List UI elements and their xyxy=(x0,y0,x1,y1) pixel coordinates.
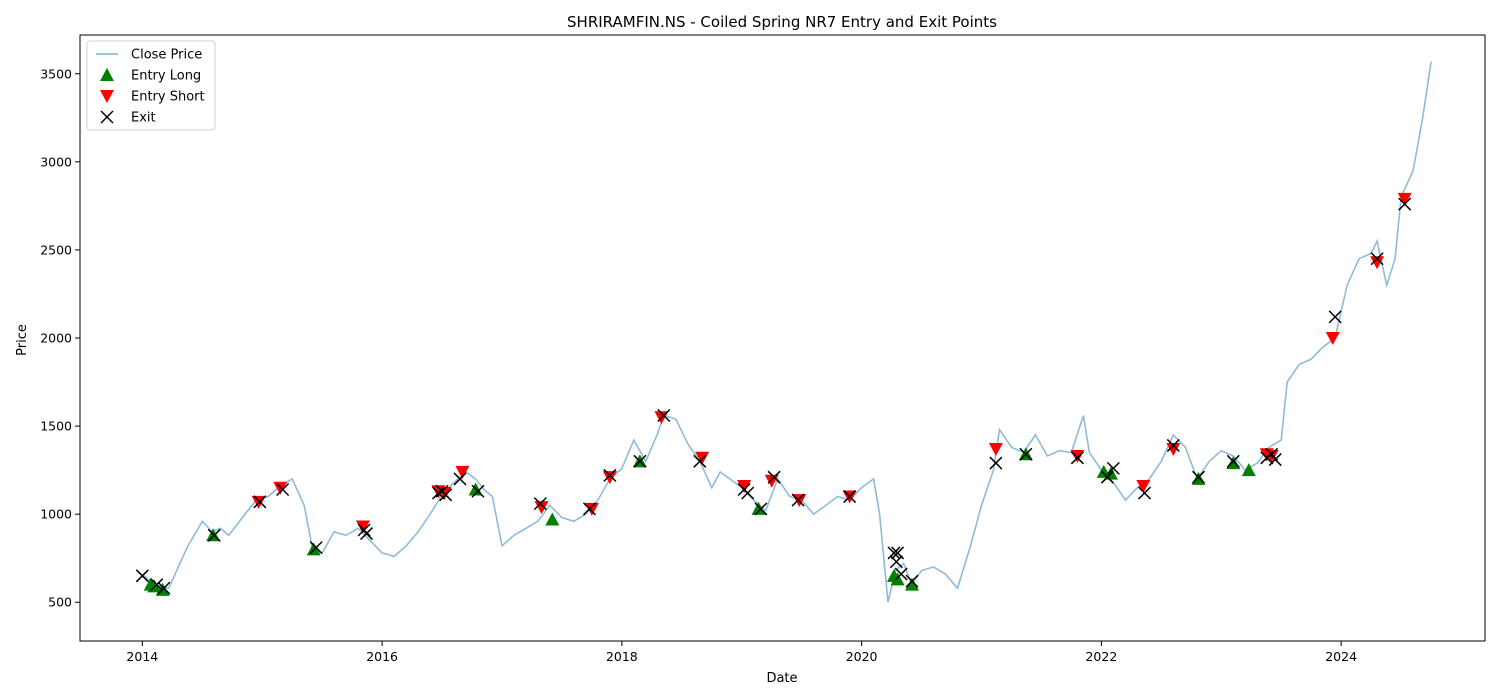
x-axis-label: Date xyxy=(766,671,797,686)
legend-label: Close Price xyxy=(131,48,202,63)
y-tick-label: 3000 xyxy=(40,154,72,169)
exit-marker xyxy=(1370,252,1384,266)
y-axis-label: Price xyxy=(15,324,30,356)
chart-title: SHRIRAMFIN.NS - Coiled Spring NR7 Entry … xyxy=(567,13,997,31)
exit-marker xyxy=(1226,454,1240,468)
exit-marker xyxy=(905,574,919,588)
exit-marker xyxy=(891,546,905,560)
entry-long-marker xyxy=(1241,463,1256,477)
exit-marker xyxy=(582,502,597,516)
exit-marker xyxy=(603,468,617,482)
exit-marker xyxy=(1100,470,1114,484)
x-tick-label: 2018 xyxy=(606,649,638,664)
exit-marker xyxy=(357,523,371,537)
entry-short-marker xyxy=(1397,192,1412,206)
exit-marker xyxy=(150,578,164,592)
legend: Close Price Entry Long Entry Short Exit xyxy=(86,40,216,131)
exit-marker xyxy=(741,486,755,500)
axes: 2014 2016 2018 2020 2022 2024 500 1000 1500 2000 2… xyxy=(40,66,1357,664)
exit-marker xyxy=(754,502,768,516)
exit-marker xyxy=(157,581,171,595)
exit-marker xyxy=(207,528,221,542)
x-tick-label: 2022 xyxy=(1085,649,1117,664)
entry-short-marker xyxy=(1370,256,1385,270)
y-tick-label: 2500 xyxy=(40,242,72,257)
x-tick-label: 2014 xyxy=(126,649,158,664)
exit-marker xyxy=(1019,447,1033,461)
y-tick-label: 1500 xyxy=(40,419,72,434)
exit-marker xyxy=(533,497,547,511)
exit-marker xyxy=(359,527,374,541)
exit-marker xyxy=(693,454,707,468)
entry-short-marker xyxy=(602,471,617,485)
entry-long-marker xyxy=(904,577,919,591)
entry-long-marker xyxy=(545,512,560,526)
exit-marker xyxy=(276,482,290,497)
exit-marker xyxy=(135,569,149,583)
exit-marker xyxy=(989,456,1003,470)
plot-area xyxy=(135,61,1432,603)
exit-marker xyxy=(1106,461,1120,475)
exit-marker xyxy=(1138,486,1152,500)
y-tick-label: 2000 xyxy=(40,331,72,346)
entry-short-marker xyxy=(1325,332,1340,345)
exit-marker xyxy=(767,470,781,484)
exit-marker xyxy=(1268,453,1282,467)
y-tick-label: 1000 xyxy=(40,507,72,522)
entry-short-marker xyxy=(737,479,752,493)
exit-marker xyxy=(1328,310,1342,324)
exit-marker xyxy=(633,454,647,468)
legend-entry-long-handle xyxy=(100,68,114,81)
legend-label: Exit xyxy=(131,111,156,126)
legend-label: Entry Short xyxy=(131,90,205,105)
entry-short-marker xyxy=(355,520,370,534)
entry-long-marker xyxy=(147,579,162,593)
x-tick-label: 2024 xyxy=(1325,649,1357,664)
legend-box xyxy=(86,40,216,131)
exit-marker xyxy=(1191,470,1206,484)
exit-marker xyxy=(309,541,323,555)
legend-exit-handle xyxy=(100,110,114,124)
entry-short-marker xyxy=(455,465,470,479)
exit-marker xyxy=(439,488,453,502)
exit-marker xyxy=(1398,197,1412,211)
exit-marker xyxy=(887,546,901,560)
x-tick-label: 2016 xyxy=(366,649,398,664)
exit-marker xyxy=(657,408,671,423)
entry-short-marker xyxy=(988,442,1003,456)
y-tick-label: 3500 xyxy=(40,66,72,81)
entry-short-marker xyxy=(584,502,599,516)
entry-long-marker xyxy=(306,542,321,556)
entry-short-marker xyxy=(534,501,549,515)
entry-long-marker xyxy=(890,572,905,586)
exit-marker xyxy=(253,495,267,509)
exit-marker xyxy=(471,484,485,498)
exit-marker xyxy=(1166,438,1180,452)
legend-entry-short-handle xyxy=(100,90,114,103)
exit-marker xyxy=(453,472,467,486)
entry-long-marker xyxy=(751,501,766,515)
entry-short-marker xyxy=(1166,442,1181,456)
entry-short-marker xyxy=(1136,479,1151,493)
y-tick-label: 500 xyxy=(48,595,72,610)
exit-marker xyxy=(791,493,805,507)
entry-short-marker xyxy=(273,481,288,495)
x-tick-label: 2020 xyxy=(846,649,878,664)
close-price-line xyxy=(141,61,1432,603)
legend-label: Entry Long xyxy=(131,69,201,84)
exit-marker xyxy=(894,567,908,581)
exit-marker xyxy=(843,490,857,504)
exit-marker xyxy=(1070,451,1084,465)
